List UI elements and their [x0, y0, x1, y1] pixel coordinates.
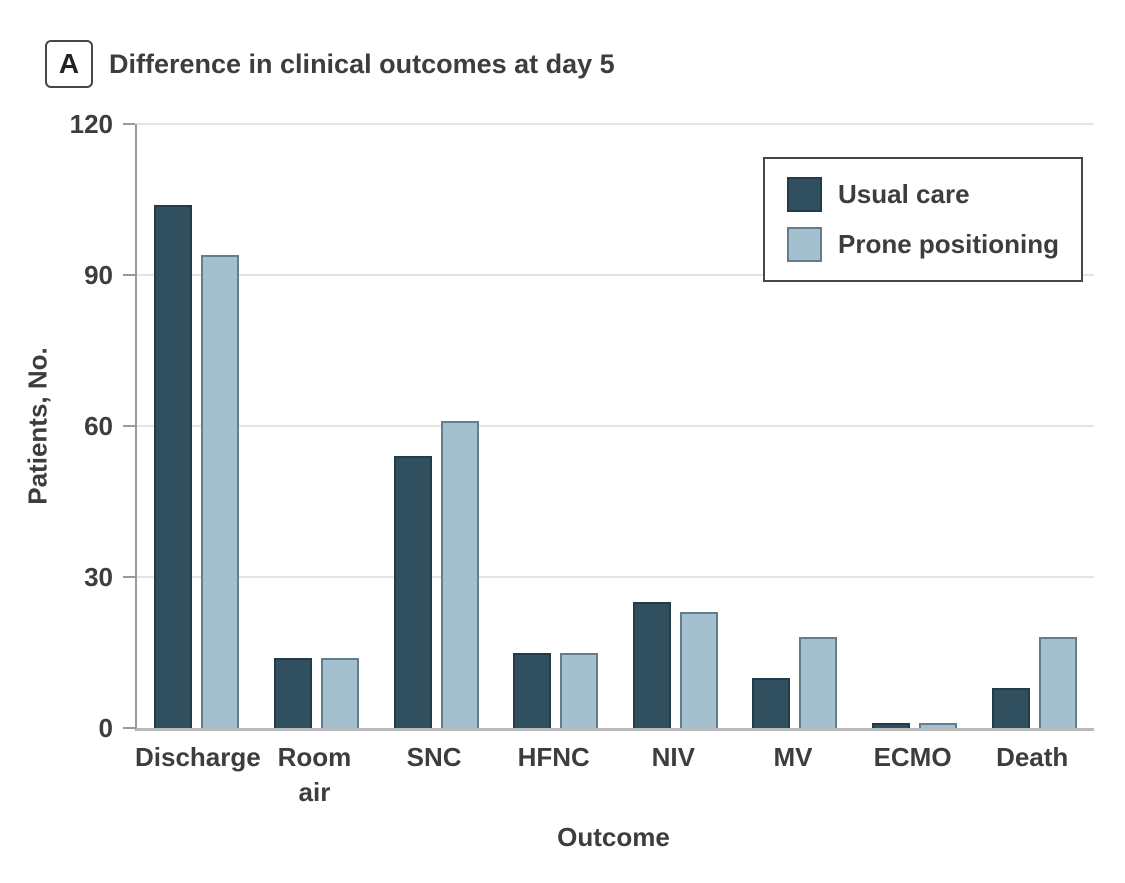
- bar-group-room-air: [257, 124, 377, 728]
- x-axis-category-labels: Discharge Room air SNC HFNC NIV MV ECMO Death: [135, 740, 1092, 810]
- y-tick-30: [123, 576, 135, 578]
- x-category-label-hfnc: HFNC: [517, 742, 590, 772]
- y-tick-label-60: 60: [84, 411, 113, 441]
- bar-usual-care-discharge: [154, 204, 193, 728]
- bar-group-ecmo: [855, 124, 975, 728]
- bar-usual-care-snc: [393, 456, 432, 728]
- gridline-90: [137, 274, 1094, 276]
- bar-prone-positioning-room-air: [320, 657, 359, 728]
- bar-group-mv: [735, 124, 855, 728]
- bar-group-snc: [376, 124, 496, 728]
- y-tick-label-120: 120: [69, 109, 113, 139]
- panel-letter: A: [45, 40, 93, 88]
- bar-usual-care-hfnc: [513, 652, 552, 728]
- legend-item-usual-care: Usual care: [787, 177, 1059, 212]
- gridline-60: [137, 425, 1094, 427]
- bar-prone-positioning-ecmo: [919, 722, 958, 728]
- plot-area: [135, 123, 1094, 731]
- x-category-label-mv: MV: [773, 742, 813, 772]
- x-category-label-death: Death: [996, 742, 1069, 772]
- panel-header: A Difference in clinical outcomes at day…: [45, 40, 615, 88]
- y-tick-label-30: 30: [84, 562, 113, 592]
- bar-usual-care-death: [991, 687, 1030, 728]
- legend-swatch-prone-positioning: [787, 227, 822, 262]
- y-tick-60: [123, 425, 135, 427]
- legend: Usual care Prone positioning: [763, 157, 1083, 282]
- bar-prone-positioning-niv: [679, 612, 718, 728]
- y-axis: 0 30 60 90 120: [0, 109, 135, 743]
- bar-group-death: [974, 124, 1094, 728]
- bar-prone-positioning-snc: [440, 420, 479, 728]
- y-tick-0: [123, 727, 135, 729]
- bar-group-niv: [616, 124, 736, 728]
- y-tick-label-90: 90: [84, 260, 113, 290]
- x-category-label-ecmo: ECMO: [873, 742, 952, 772]
- legend-item-prone-positioning: Prone positioning: [787, 227, 1059, 262]
- y-tick-label-0: 0: [98, 713, 113, 743]
- legend-label-usual-care: Usual care: [838, 179, 970, 209]
- legend-swatch-usual-care: [787, 177, 822, 212]
- bar-group-hfnc: [496, 124, 616, 728]
- bar-usual-care-ecmo: [872, 722, 911, 728]
- gridline-30: [137, 576, 1094, 578]
- x-category-label-snc: SNC: [406, 742, 462, 772]
- bar-prone-positioning-death: [1038, 637, 1077, 728]
- y-tick-120: [123, 123, 135, 125]
- x-category-label-room-air: Room air: [277, 742, 352, 808]
- bar-usual-care-mv: [752, 677, 791, 728]
- bar-usual-care-niv: [632, 602, 671, 728]
- bar-prone-positioning-discharge: [201, 254, 240, 728]
- bar-prone-positioning-mv: [799, 637, 838, 728]
- bar-group-discharge: [137, 124, 257, 728]
- x-category-label-discharge: Discharge: [135, 742, 261, 772]
- panel-title: Difference in clinical outcomes at day 5: [109, 48, 615, 79]
- y-tick-90: [123, 274, 135, 276]
- x-axis-title: Outcome: [557, 822, 670, 852]
- gridline-120: [137, 123, 1094, 125]
- legend-label-prone-positioning: Prone positioning: [838, 229, 1059, 259]
- x-category-label-niv: NIV: [651, 742, 695, 772]
- bar-usual-care-room-air: [273, 657, 312, 728]
- bar-prone-positioning-hfnc: [560, 652, 599, 728]
